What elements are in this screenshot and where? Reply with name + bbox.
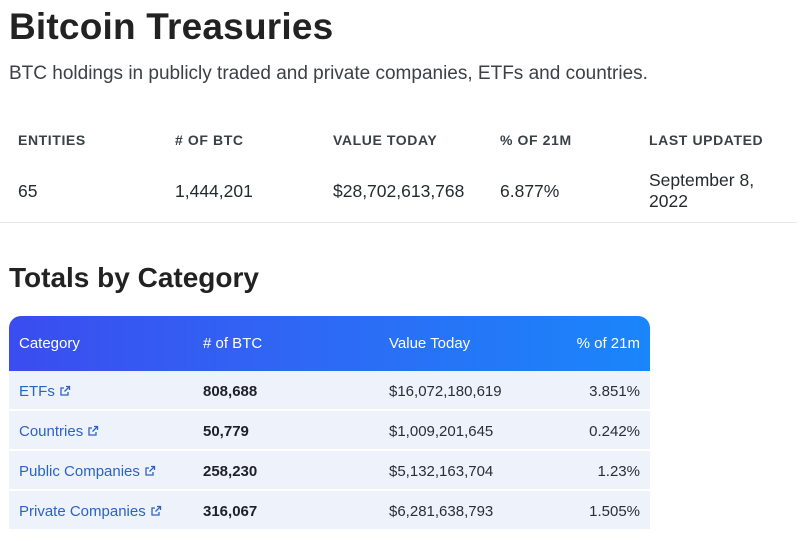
category-cell: ETFs [19, 383, 71, 401]
stat-label: % OF 21M [500, 132, 572, 148]
stat-value: 1,444,201 [175, 181, 253, 201]
external-link-icon [87, 424, 99, 441]
category-link-countries[interactable]: Countries [19, 423, 99, 440]
table-row: Public Companies 258,230 $5,132,163,704 … [9, 451, 650, 491]
stat-label: ENTITIES [18, 132, 86, 148]
value-cell: $5,132,163,704 [389, 463, 494, 480]
column-header-category: Category [19, 335, 80, 352]
value-cell: $6,281,638,793 [389, 503, 494, 520]
page-subtitle: BTC holdings in publicly traded and priv… [9, 63, 648, 84]
pct-cell: 3.851% [589, 383, 640, 400]
category-link-label: ETFs [19, 383, 55, 400]
btc-cell: 258,230 [203, 463, 258, 480]
table-row: Private Companies 316,067 $6,281,638,793… [9, 491, 650, 531]
column-header-btc: # of BTC [203, 335, 263, 352]
table-header: Category # of BTC Value Today % of 21m [9, 316, 650, 371]
btc-cell: 50,779 [203, 423, 249, 440]
category-link-label: Private Companies [19, 503, 146, 520]
btc-cell: 808,688 [203, 383, 258, 400]
column-header-value: Value Today [389, 335, 471, 352]
column-header-pct: % of 21m [576, 335, 640, 352]
summary-stats: ENTITIES 65 # OF BTC 1,444,201 VALUE TOD… [0, 118, 797, 223]
stat-value: September 8, 2022 [649, 170, 755, 211]
page-title: Bitcoin Treasuries [9, 6, 334, 47]
stat-value: 65 [18, 181, 38, 201]
stat-label: LAST UPDATED [649, 132, 764, 148]
table-row: Countries 50,779 $1,009,201,645 0.242% [9, 411, 650, 451]
stat-label: VALUE TODAY [333, 132, 438, 148]
category-cell: Countries [19, 423, 99, 441]
value-cell: $16,072,180,619 [389, 383, 502, 400]
external-link-icon [144, 464, 156, 481]
pct-cell: 1.505% [589, 503, 640, 520]
category-link-label: Public Companies [19, 463, 140, 480]
category-link-public-companies[interactable]: Public Companies [19, 463, 156, 480]
category-cell: Public Companies [19, 463, 156, 481]
category-link-label: Countries [19, 423, 84, 440]
category-link-private-companies[interactable]: Private Companies [19, 503, 162, 520]
btc-cell: 316,067 [203, 503, 258, 520]
pct-cell: 1.23% [597, 463, 640, 480]
category-table: Category # of BTC Value Today % of 21m E… [9, 316, 650, 531]
external-link-icon [150, 504, 162, 521]
external-link-icon [59, 384, 71, 401]
stat-value: $28,702,613,768 [333, 181, 465, 201]
stat-label: # OF BTC [175, 132, 244, 148]
section-title: Totals by Category [9, 262, 259, 293]
value-cell: $1,009,201,645 [389, 423, 494, 440]
table-row: ETFs 808,688 $16,072,180,619 3.851% [9, 371, 650, 411]
pct-cell: 0.242% [589, 423, 640, 440]
stat-value: 6.877% [500, 181, 560, 201]
category-link-etfs[interactable]: ETFs [19, 383, 71, 400]
category-cell: Private Companies [19, 503, 162, 521]
